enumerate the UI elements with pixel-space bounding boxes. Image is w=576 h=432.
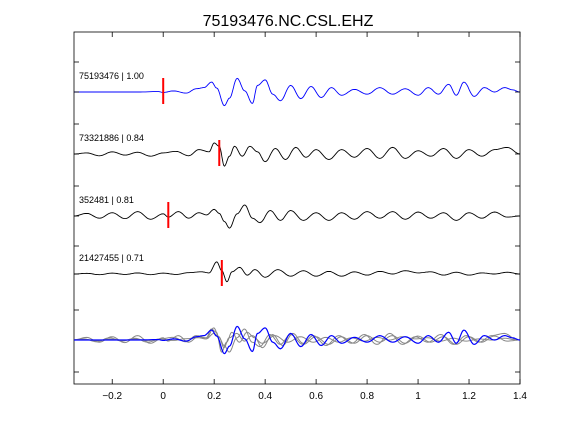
trace-stack: 75193476 | 1.00 73321886 | 0.84 352481 | 0… <box>73 71 521 286</box>
trace-1-line <box>74 142 521 167</box>
axes-frame <box>73 31 521 385</box>
trace-overlay <box>74 325 521 355</box>
chart-title: 75193476.NC.CSL.EHZ <box>203 13 374 30</box>
x-tick-label-6: 1 <box>415 391 421 402</box>
x-tick-label-1: 0 <box>160 391 166 402</box>
trace-1-label: 73321886 | 0.84 <box>79 133 144 143</box>
trace-0-line <box>74 77 521 107</box>
x-tick-label-5: 0.8 <box>360 391 374 402</box>
trace-3-label: 21427455 | 0.71 <box>79 253 144 263</box>
x-tick-label-4: 0.6 <box>309 391 323 402</box>
x-tick-label-2: 0.2 <box>207 391 221 402</box>
x-tick-label-3: 0.4 <box>258 391 272 402</box>
overlay-trace-2 <box>75 328 520 353</box>
x-axis-ticks: −0.2 0 0.2 0.4 0.6 0.8 1 1.2 1.4 <box>74 32 527 402</box>
trace-3-line <box>74 261 521 283</box>
trace-2-line <box>73 204 520 229</box>
overlay-trace-0 <box>74 325 521 355</box>
trace-0-label: 75193476 | 1.00 <box>79 71 144 81</box>
x-tick-label-8: 1.4 <box>513 391 527 402</box>
x-tick-label-0: −0.2 <box>102 391 122 402</box>
trace-2-label: 352481 | 0.81 <box>79 195 134 205</box>
x-tick-label-7: 1.2 <box>462 391 476 402</box>
